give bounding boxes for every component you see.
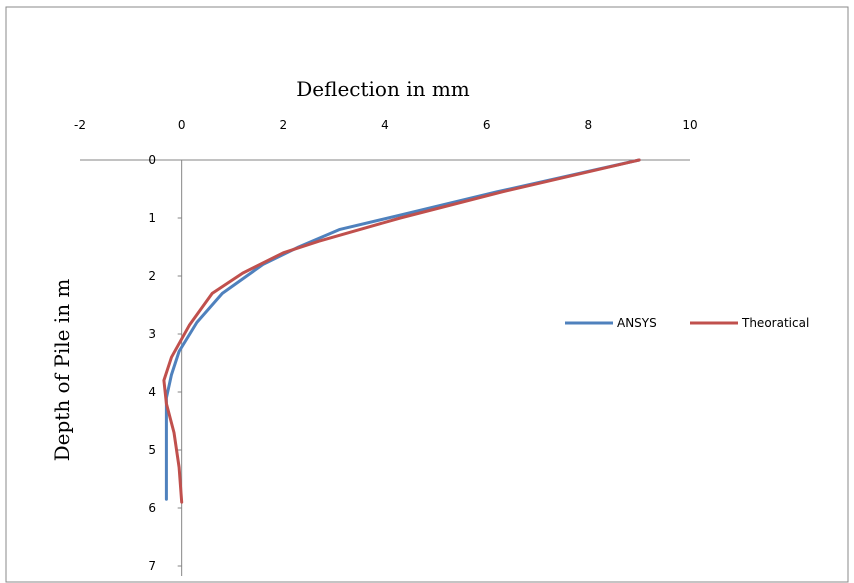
x-tick-label: 10 bbox=[682, 118, 697, 132]
y-tick-label: 2 bbox=[148, 269, 156, 283]
chart-border bbox=[5, 6, 849, 583]
y-tick-label: 5 bbox=[148, 443, 156, 457]
x-axis-title: Deflection in mm bbox=[296, 77, 470, 101]
x-tick-label: -2 bbox=[74, 118, 86, 132]
legend-label-ansys: ANSYS bbox=[617, 316, 657, 330]
x-tick-label: 0 bbox=[178, 118, 186, 132]
y-tick-label: 4 bbox=[148, 385, 156, 399]
x-tick-label: 8 bbox=[585, 118, 593, 132]
x-tick-label: 2 bbox=[280, 118, 288, 132]
axes-layer: -2 0 2 4 6 8 10 0 1 2 3 4 5 6 7 bbox=[74, 118, 698, 576]
y-tick-label: 0 bbox=[148, 153, 156, 167]
x-tick-label: 6 bbox=[483, 118, 491, 132]
series-line-theoratical bbox=[162, 158, 641, 504]
y-tick-label: 3 bbox=[148, 327, 156, 341]
series-line-ansys bbox=[164, 158, 641, 501]
series-layer bbox=[162, 158, 641, 504]
y-axis-title: Depth of Pile in m bbox=[50, 279, 74, 462]
y-tick-label: 7 bbox=[148, 559, 156, 573]
legend-label-theoratical: Theoratical bbox=[741, 316, 809, 330]
y-tick-label: 1 bbox=[148, 211, 156, 225]
legend: ANSYS Theoratical bbox=[565, 316, 809, 330]
x-tick-label: 4 bbox=[381, 118, 389, 132]
y-tick-label: 6 bbox=[148, 501, 156, 515]
